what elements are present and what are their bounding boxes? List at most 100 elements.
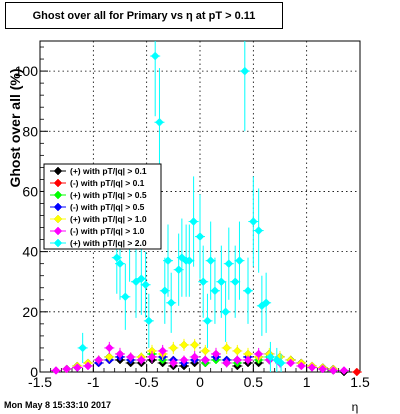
- data-point: [206, 256, 216, 266]
- x-tick-label: 0: [196, 374, 204, 390]
- legend-label: (-) with pT/|q| > 1.0: [70, 226, 145, 236]
- data-point: [158, 346, 168, 356]
- data-point: [83, 361, 93, 371]
- data-point: [276, 358, 286, 368]
- legend-marker: [53, 178, 63, 188]
- legend-marker: [53, 166, 63, 176]
- x-tick-label: -0.5: [135, 374, 159, 390]
- x-axis-label: η: [352, 400, 359, 414]
- legend-marker: [53, 214, 63, 224]
- data-point: [112, 253, 122, 263]
- data-point: [235, 256, 244, 266]
- y-tick-label: 20: [22, 304, 38, 320]
- data-point: [261, 298, 271, 308]
- data-series: [51, 41, 362, 377]
- data-point: [296, 361, 306, 371]
- legend-label: (-) with pT/|q| > 0.5: [70, 202, 145, 212]
- y-tick-label: 40: [22, 244, 38, 260]
- data-point: [166, 298, 176, 308]
- y-tick-label: 100: [15, 63, 39, 79]
- legend-label: (+) with pT/|q| > 1.0: [70, 214, 147, 224]
- data-point: [78, 343, 88, 353]
- legend-marker: [53, 202, 63, 212]
- x-tick-label: 1.5: [350, 374, 370, 390]
- data-point: [62, 364, 72, 374]
- data-point: [339, 366, 349, 375]
- data-point: [51, 366, 61, 375]
- legend-marker: [53, 190, 63, 200]
- data-point: [120, 292, 130, 302]
- footer-timestamp: Mon May 8 15:33:10 2017: [4, 400, 112, 410]
- data-point: [266, 352, 275, 362]
- data-point: [243, 355, 253, 365]
- data-point: [168, 343, 178, 353]
- legend-marker: [53, 226, 63, 236]
- data-point: [179, 355, 189, 365]
- data-point: [232, 346, 242, 356]
- data-point: [160, 286, 170, 296]
- data-point: [155, 117, 164, 127]
- data-point: [230, 277, 240, 287]
- legend-label: (+) with pT/|q| > 0.5: [70, 190, 147, 200]
- legend-label: (+) with pT/|q| > 0.1: [70, 166, 147, 176]
- series-5: [51, 341, 349, 375]
- data-point: [318, 364, 328, 374]
- data-point: [210, 286, 220, 296]
- data-point: [200, 355, 210, 365]
- data-point: [286, 358, 296, 368]
- data-point: [189, 217, 198, 226]
- data-point: [190, 352, 200, 362]
- y-axis-label: Ghost over all (%): [7, 68, 23, 187]
- y-tick-label: 0: [30, 364, 38, 380]
- data-point: [94, 355, 104, 365]
- data-point: [248, 217, 258, 226]
- data-point: [141, 280, 150, 290]
- data-point: [254, 226, 264, 235]
- data-point: [104, 343, 114, 353]
- y-tick-label: 80: [22, 123, 38, 139]
- data-point: [136, 355, 146, 365]
- data-point: [240, 66, 250, 76]
- data-point: [328, 366, 338, 375]
- data-point: [147, 352, 157, 362]
- data-point: [144, 316, 154, 326]
- legend: (+) with pT/|q| > 0.1 (-) with pT/|q| > 0…: [43, 163, 162, 250]
- data-point: [184, 256, 194, 266]
- legend-marker: [53, 238, 63, 248]
- data-point: [163, 256, 173, 266]
- data-point: [126, 352, 136, 362]
- data-point: [232, 355, 242, 365]
- data-point: [200, 346, 210, 356]
- data-point: [203, 316, 212, 326]
- series-6: [77, 41, 287, 372]
- data-point: [224, 259, 234, 269]
- data-point: [150, 51, 160, 61]
- data-point: [174, 265, 184, 275]
- x-tick-label: -1.5: [28, 374, 52, 390]
- axes: -1.5 -1 -0.5 0 0.5 1 1.5 0 20 40 60 80 100: [15, 40, 370, 390]
- data-point: [211, 349, 221, 359]
- data-point: [115, 349, 125, 359]
- data-point: [72, 363, 82, 372]
- data-point: [179, 340, 189, 350]
- data-point: [136, 274, 146, 284]
- chart-title: Ghost over all for Primary vs η at pT > …: [5, 2, 283, 29]
- data-point: [168, 358, 178, 368]
- data-point: [254, 349, 264, 359]
- x-tick-label: 0.5: [244, 374, 264, 390]
- data-point: [222, 343, 232, 353]
- data-point: [243, 286, 253, 296]
- data-point: [222, 358, 232, 368]
- data-point: [190, 340, 200, 350]
- data-point: [221, 307, 230, 317]
- x-tick-label: 1: [303, 374, 311, 390]
- y-tick-label: 60: [22, 183, 38, 199]
- data-point: [104, 352, 114, 362]
- legend-label: (+) with pT/|q| > 2.0: [70, 238, 147, 248]
- data-point: [198, 277, 208, 287]
- data-point: [352, 367, 362, 377]
- data-point: [115, 259, 125, 269]
- data-point: [195, 232, 205, 241]
- legend-label: (-) with pT/|q| > 0.1: [70, 178, 145, 188]
